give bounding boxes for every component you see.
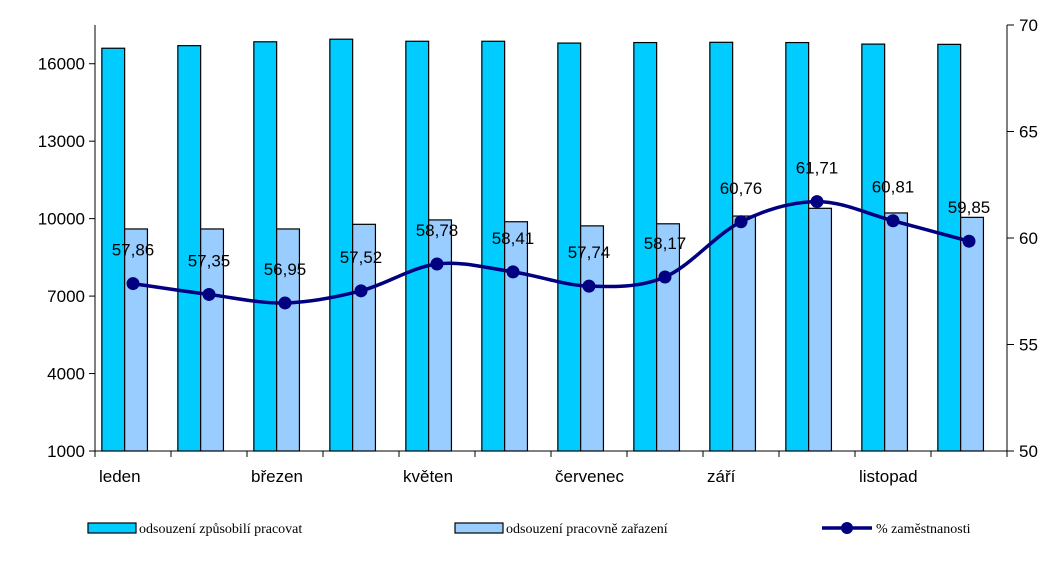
employment-point-0 [126,277,140,291]
line-series [126,195,976,310]
y-left-tick-label: 1000 [47,442,85,461]
employment-label-9: 61,71 [796,159,839,178]
employment-point-8 [734,215,748,229]
bar-second-4 [428,219,453,452]
bar-main-3 [329,38,354,452]
bar-second-9 [808,207,833,452]
employment-point-6 [582,279,596,293]
employment-point-9 [810,195,824,209]
x-tick-label: listopad [859,467,918,486]
y-right-tick-label: 70 [1019,16,1038,35]
employment-label-7: 58,17 [644,234,687,253]
employment-label-2: 56,95 [264,260,307,279]
employment-label-10: 60,81 [872,178,915,197]
bar-main-4 [405,40,430,452]
employment-label-4: 58,78 [416,221,459,240]
x-tick-label: červenec [555,467,624,486]
employment-point-2 [278,296,292,310]
x-tick-label: březen [251,467,303,486]
bar-second-10 [884,212,909,452]
legend-label-0: odsouzení způsobilí pracovat [139,522,302,537]
employment-point-4 [430,257,444,271]
legend-label-2: % zaměstnanosti [876,522,971,537]
legend-label-1: odsouzení pracovně zařazení [506,522,668,537]
bar-main-9 [785,41,810,452]
y-left-tick-label: 10000 [38,210,85,229]
bar-second-8 [732,215,757,452]
legend-swatch-1 [454,522,504,534]
employment-point-10 [886,214,900,228]
bars-series-1 [101,38,962,452]
employment-label-6: 57,74 [568,243,611,262]
bar-second-11 [960,216,985,452]
data-labels: 57,86 57,35 56,95 57,52 58,78 58,41 57,74 58,17… [112,159,991,279]
employment-label-11: 59,85 [948,198,991,217]
bar-main-2 [253,41,278,452]
bar-main-8 [709,41,734,452]
y-left-tick-label: 16000 [38,55,85,74]
employment-point-5 [506,265,520,279]
employment-point-1 [202,287,216,301]
bar-second-5 [504,221,529,452]
y-left-tick-label: 7000 [47,287,85,306]
bar-main-10 [861,43,886,452]
x-tick-label: září [707,467,736,486]
x-tick-label: leden [99,467,141,486]
legend: odsouzení způsobilí pracovat odsouzení pr… [87,522,971,537]
y-right-tick-label: 50 [1019,442,1038,461]
axes: 1000 4000 7000 10000 13000 16000 50 55 60 65 70 led… [38,16,1038,486]
employment-label-1: 57,35 [188,251,231,270]
employment-label-0: 57,86 [112,241,155,260]
y-left-tick-label: 13000 [38,132,85,151]
legend-swatch-0 [87,522,137,534]
bar-second-7 [656,223,681,452]
y-left-tick-label: 4000 [47,365,85,384]
y-right-tick-label: 65 [1019,123,1038,142]
employment-point-7 [658,270,672,284]
bar-main-11 [937,43,962,452]
x-tick-label: květen [403,467,453,486]
y-right-tick-label: 60 [1019,229,1038,248]
employment-label-5: 58,41 [492,229,535,248]
employment-point-11 [962,234,976,248]
employment-label-3: 57,52 [340,248,383,267]
y-right-tick-label: 55 [1019,336,1038,355]
legend-marker-2 [841,522,853,534]
bar-second-0 [124,228,149,452]
bar-main-1 [177,45,202,452]
employment-point-3 [354,284,368,298]
employment-label-8: 60,76 [720,179,763,198]
